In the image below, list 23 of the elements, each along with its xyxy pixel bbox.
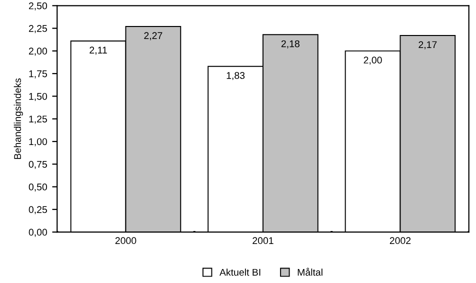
y-axis-title: Behandlingsindeks <box>14 78 23 159</box>
y-tick-label: 0,50 <box>28 184 48 192</box>
data-label: 1,83 <box>226 72 245 80</box>
x-tick-label: 2001 <box>252 237 274 244</box>
x-tick-label: 2000 <box>115 237 136 244</box>
y-tick-label: 0,75 <box>28 160 47 169</box>
y-tick-label: 2,00 <box>28 48 48 56</box>
data-label: 2,00 <box>364 56 382 65</box>
data-label: 2,18 <box>281 40 300 48</box>
y-tick-label: 1,00 <box>29 138 48 146</box>
y-tick-label: 1,25 <box>29 116 47 124</box>
data-label: 2,27 <box>144 32 162 40</box>
y-tick-label: 2,25 <box>28 25 47 34</box>
y-tick-label: 1,50 <box>29 92 48 101</box>
legend-label: Aktuelt BI <box>220 268 260 276</box>
y-tick-label: 0,00 <box>28 228 48 237</box>
y-tick-label: 1,75 <box>29 70 47 78</box>
legend-label: Måltal <box>298 268 322 276</box>
x-tick-label: 2002 <box>390 237 411 244</box>
y-tick-label: 2,50 <box>28 2 48 10</box>
data-label: 2,17 <box>418 41 437 50</box>
data-label: 2,11 <box>90 46 107 55</box>
y-tick-label: 0,25 <box>28 206 47 214</box>
